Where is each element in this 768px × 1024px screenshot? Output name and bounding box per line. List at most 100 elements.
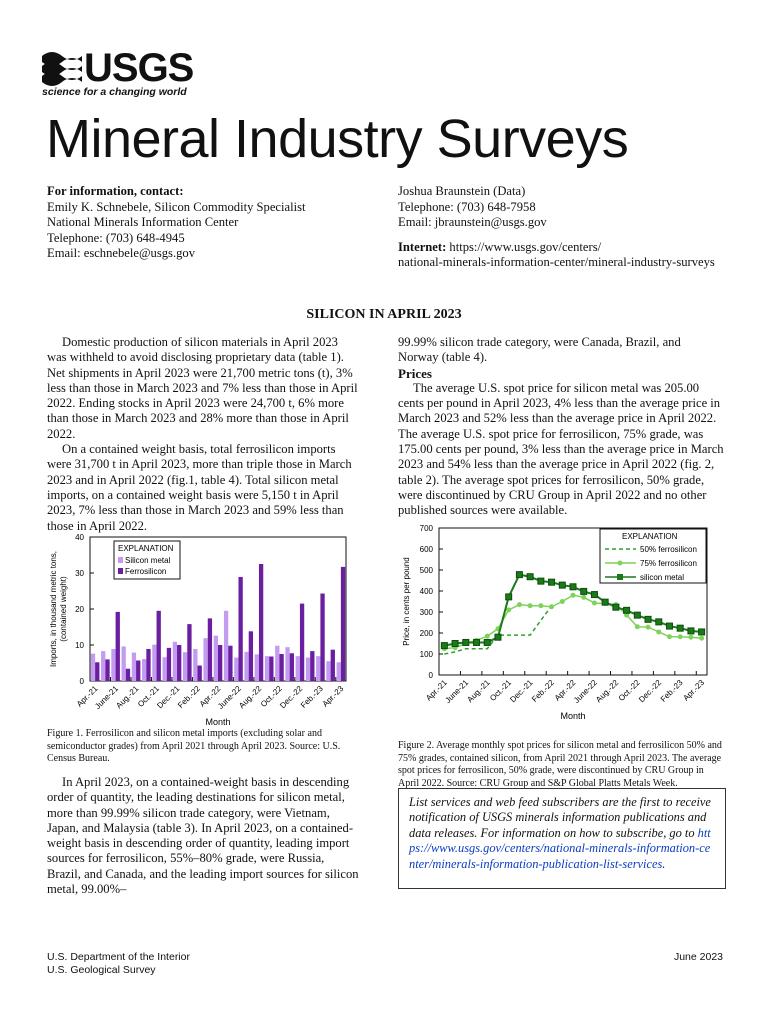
internet-label: Internet: — [398, 239, 447, 254]
data-point — [473, 638, 481, 646]
bar-silicon-metal — [244, 651, 249, 681]
figure-2-caption: Figure 2. Average monthly spot prices fo… — [398, 740, 722, 789]
x-tick-label: Feb.-23 — [659, 678, 685, 704]
data-point — [699, 635, 705, 641]
bar-ferrosilicon — [299, 603, 305, 681]
bar-silicon-metal — [305, 657, 311, 681]
logo-tagline: science for a changing world — [42, 86, 187, 98]
bar-silicon-metal — [295, 656, 300, 681]
bar-ferrosilicon — [136, 660, 141, 681]
usgs-wave-icon — [42, 52, 82, 86]
data-point — [655, 618, 663, 626]
y-tick-label: 40 — [75, 533, 84, 542]
y-axis-label: Imports, in thousand metric tons, — [49, 551, 58, 667]
bar-ferrosilicon — [340, 566, 346, 681]
contact-left: For information, contact: Emily K. Schne… — [47, 184, 306, 262]
bar-silicon-metal — [264, 656, 270, 681]
bar-ferrosilicon — [289, 653, 294, 681]
usgs-logo: USGS science for a changing world — [42, 46, 194, 98]
x-tick-label: Feb.-22 — [530, 678, 556, 704]
data-point — [698, 628, 706, 636]
prices-heading: Prices — [398, 365, 432, 381]
x-tick-label: Aug.-21 — [114, 684, 141, 711]
y-tick-label: 400 — [420, 587, 434, 596]
y-axis-label: Price, in cents per pound — [402, 557, 411, 646]
legend-label: 50% ferrosilicon — [640, 545, 697, 554]
bar-silicon-metal — [142, 659, 147, 681]
x-tick-label: Apr.-23 — [681, 678, 706, 703]
contact-email[interactable]: Email: jbraunstein@usgs.gov — [398, 215, 547, 230]
bar-silicon-metal — [336, 662, 341, 681]
data-point — [633, 611, 641, 619]
list-services-link[interactable]: https://www.usgs.gov/centers/national-mi… — [409, 825, 711, 871]
x-tick-label: Aug.-21 — [465, 678, 492, 705]
x-tick-label: Apr.-23 — [321, 684, 346, 709]
data-point — [549, 604, 555, 610]
bar-ferrosilicon — [218, 645, 223, 681]
x-tick-label: June-22 — [572, 678, 599, 705]
plot-frame — [438, 527, 708, 676]
data-point — [590, 591, 598, 599]
y-tick-label: 300 — [420, 608, 434, 617]
data-point — [558, 581, 566, 589]
bar-silicon-metal — [111, 648, 116, 681]
data-point — [688, 634, 694, 640]
y-tick-label: 0 — [80, 677, 85, 686]
data-point — [645, 624, 651, 630]
contact-email[interactable]: Email: eschnebele@usgs.gov — [47, 246, 195, 261]
bar-silicon-metal — [326, 661, 331, 681]
internet-link[interactable]: https://www.usgs.gov/centers/ — [449, 239, 602, 254]
data-point — [569, 583, 577, 591]
series-line — [444, 594, 702, 650]
y-axis-label-2: (contained weight) — [59, 576, 68, 642]
section-title: SILICON IN APRIL 2023 — [306, 307, 462, 322]
bar-silicon-metal — [131, 652, 137, 681]
legend-title: EXPLANATION — [622, 532, 678, 541]
legend-label: 75% ferrosilicon — [640, 559, 697, 568]
data-point — [656, 629, 662, 635]
bar-ferrosilicon — [228, 645, 233, 681]
data-point — [687, 627, 695, 635]
right-column: 99.99% silicon trade category, were Cana… — [398, 335, 724, 519]
bar-silicon-metal — [90, 653, 96, 681]
contact-line: Joshua Braunstein (Data) — [398, 184, 526, 198]
bar-silicon-metal — [152, 644, 157, 681]
data-point — [677, 634, 683, 640]
figure-1-chart: 010203040Apr.-21June-21Aug.-21Oct.-21Dec… — [49, 533, 347, 727]
bar-ferrosilicon — [146, 648, 151, 681]
y-tick-label: 30 — [75, 569, 84, 578]
contact-right: Joshua Braunstein (Data) Telephone: (703… — [398, 184, 715, 271]
x-tick-label: Aug.-22 — [237, 684, 264, 711]
bar-ferrosilicon — [115, 611, 120, 681]
notice-box: List services and web feed subscribers a… — [398, 788, 726, 889]
bar-ferrosilicon — [320, 593, 325, 681]
bar-ferrosilicon — [269, 656, 274, 681]
bar-ferrosilicon — [177, 645, 182, 681]
data-point — [451, 640, 459, 647]
data-point — [484, 633, 490, 639]
internet-link-cont[interactable]: national-minerals-information-center/min… — [398, 255, 715, 270]
bar-silicon-metal — [121, 646, 126, 681]
data-point — [538, 603, 544, 609]
data-point — [601, 598, 609, 606]
y-tick-label: 0 — [429, 671, 434, 680]
bar-silicon-metal — [316, 656, 321, 681]
data-point — [527, 603, 533, 609]
legend-swatch — [118, 568, 123, 574]
legend-label: Ferrosilicon — [125, 567, 166, 576]
bar-ferrosilicon — [197, 665, 202, 681]
contact-line: Telephone: (703) 648-4945 — [47, 230, 185, 245]
data-point — [462, 638, 470, 646]
legend-box — [113, 540, 181, 580]
footer-agency: U.S. Geological Survey — [47, 964, 156, 976]
bar-ferrosilicon — [248, 631, 254, 681]
bar-ferrosilicon — [238, 576, 243, 681]
x-tick-label: Dec.-22 — [637, 678, 664, 705]
data-point — [494, 633, 502, 641]
paragraph: 99.99% silicon trade category, were Cana… — [398, 335, 681, 365]
bar-silicon-metal — [254, 654, 259, 681]
contact-label: For information, contact: — [47, 184, 184, 198]
legend-title: EXPLANATION — [118, 544, 174, 553]
bar-ferrosilicon — [258, 564, 264, 681]
bar-silicon-metal — [162, 657, 167, 681]
